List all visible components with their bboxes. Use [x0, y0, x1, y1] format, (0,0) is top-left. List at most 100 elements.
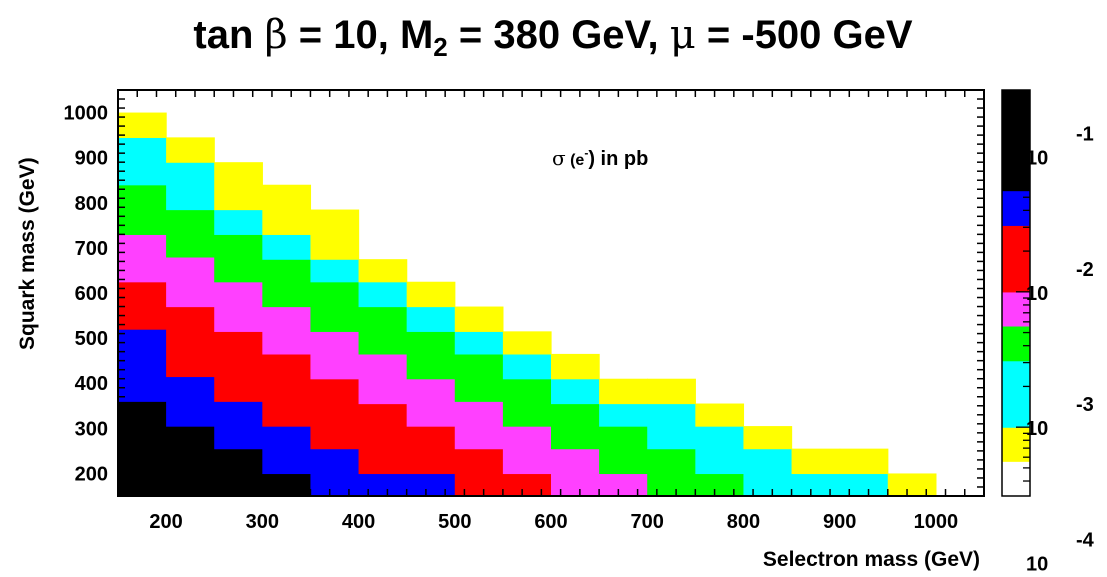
heatmap-cell	[310, 259, 360, 283]
heatmap-cell	[310, 281, 360, 332]
heatmap-cell	[118, 184, 167, 235]
heatmap-cell	[310, 209, 360, 260]
heatmap-cell	[262, 473, 312, 497]
heatmap-cell	[454, 353, 504, 402]
heatmap-cell	[214, 209, 263, 235]
heatmap-cell	[166, 376, 215, 427]
heatmap-cell	[887, 473, 937, 497]
heatmap-cell	[454, 448, 504, 497]
color-scale-legend: -1 10 -2 10 -3 10 -4 10	[1001, 89, 1095, 575]
heatmap-cell	[118, 329, 167, 402]
y-tick-label: 1000	[64, 103, 109, 125]
heatmap-cell	[743, 426, 793, 450]
heatmap-cell	[118, 234, 167, 283]
heatmap-cell	[262, 306, 312, 355]
heatmap-cell	[262, 353, 312, 427]
heatmap-cell	[454, 401, 504, 450]
colorbar-label-base: 10	[1026, 283, 1048, 305]
heatmap-cell	[262, 184, 312, 235]
heatmap-cell	[406, 331, 456, 380]
heatmap-cell	[406, 306, 456, 332]
heatmap-cell	[214, 401, 263, 450]
heatmap-cell	[358, 353, 408, 405]
heatmap-cell	[647, 448, 696, 497]
heatmap-cell	[599, 378, 648, 405]
heatmap-cell	[358, 403, 408, 475]
heatmap-cell	[695, 403, 745, 427]
heatmap-cell	[310, 331, 360, 380]
colorbar-label-base: 10	[1026, 553, 1048, 575]
heatmap-cell	[358, 473, 408, 497]
heatmap-cell	[358, 306, 408, 355]
colorbar-label-base: 10	[1026, 147, 1048, 169]
x-tick-label: 500	[438, 511, 471, 533]
colorbar-band	[1002, 325, 1030, 362]
heatmap-cell	[214, 162, 263, 211]
heatmap-cell	[454, 331, 504, 355]
heatmap-cell	[647, 378, 696, 405]
heatmap-cell	[118, 401, 167, 497]
heatmap-cell	[310, 448, 360, 497]
y-tick-label: 500	[75, 328, 108, 350]
x-axis-label: Selectron mass (GeV)	[763, 548, 980, 571]
y-tick-label: 400	[75, 373, 108, 395]
colorbar-band	[1002, 190, 1030, 226]
colorbar-label-exponent: -1	[1076, 123, 1094, 145]
heatmap-cell	[214, 281, 263, 332]
y-tick-label: 700	[75, 238, 108, 260]
heatmap-cell	[743, 448, 793, 497]
heatmap-cell	[695, 426, 745, 475]
colorbar-band	[1002, 90, 1030, 192]
y-tick-label: 300	[75, 418, 108, 440]
heatmap-cell	[502, 378, 552, 427]
heatmap-cell	[551, 353, 600, 380]
heatmap-cell	[551, 448, 600, 497]
heatmap-cell	[166, 426, 215, 497]
colorbar-frame	[1001, 89, 1031, 497]
x-tick-label: 700	[631, 511, 664, 533]
plot-frame	[117, 89, 985, 497]
heatmap-cell	[118, 281, 167, 330]
x-tick-label: 1000	[914, 511, 959, 533]
heatmap-cell	[502, 353, 552, 380]
heatmap-cell	[599, 473, 648, 497]
colorbar-label-exponent: -4	[1076, 529, 1095, 551]
heatmap-cell	[551, 403, 600, 450]
heatmap-cell	[599, 403, 648, 427]
heatmap-cell	[839, 448, 889, 475]
heatmap-cell	[358, 281, 408, 308]
colorbar-label-exponent: -2	[1076, 259, 1094, 281]
heatmap-cell	[214, 448, 263, 497]
x-tick-label: 600	[534, 511, 567, 533]
heatmap-cell	[695, 473, 745, 497]
heatmap-cell	[166, 209, 215, 258]
heatmap-cell	[502, 473, 552, 497]
y-axis-label: Squark mass (GeV)	[16, 157, 39, 350]
x-axis: 200 300 400 500 600 700 800 900 1000	[117, 90, 985, 533]
x-tick-label: 300	[246, 511, 279, 533]
heatmap-cell	[502, 426, 552, 475]
heatmap-cell	[406, 426, 456, 475]
heatmap-cell	[791, 473, 841, 497]
x-tick-label: 800	[727, 511, 760, 533]
colorbar-band	[1002, 461, 1030, 497]
y-tick-label: 600	[75, 283, 108, 305]
heatmap-cell	[839, 473, 889, 497]
colorbar-label-exponent: -3	[1076, 394, 1094, 416]
x-tick-label: 200	[149, 511, 182, 533]
heatmap-cell	[166, 137, 215, 163]
heatmap-cell	[166, 162, 215, 211]
heatmap-cell	[214, 234, 263, 283]
heatmap-cell	[406, 281, 456, 308]
heatmap-cell	[406, 473, 456, 497]
heatmap-cell	[599, 426, 648, 475]
heatmap-cell	[214, 331, 263, 402]
chart-title: tan β = 10, M2 = 380 GeV, μ = -500 GeV	[193, 12, 912, 62]
heatmap-cell	[166, 256, 215, 308]
heatmap-cell	[262, 234, 312, 260]
plot-annotation: σ (e-) in pb	[552, 146, 648, 170]
colorbar-band	[1002, 360, 1030, 428]
heatmap-cell	[310, 378, 360, 450]
heatmap-cells	[118, 112, 937, 497]
colorbar-label-base: 10	[1026, 418, 1048, 440]
